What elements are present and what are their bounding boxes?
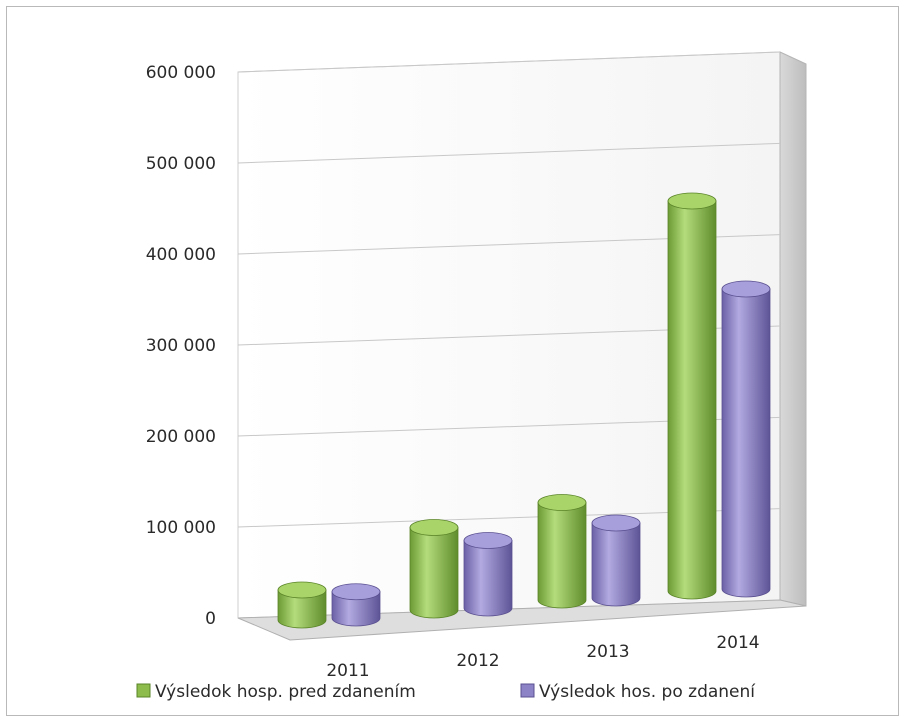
bar-po-zdaneni-2014 xyxy=(721,280,771,598)
bar-top xyxy=(721,280,771,298)
legend: Výsledok hosp. pred zdanením Výsledok hos… xyxy=(136,682,756,702)
y-tick-label: 600 000 xyxy=(146,63,216,83)
bar-pred-zdanenim-2012 xyxy=(409,519,459,619)
bar-top xyxy=(463,532,513,549)
legend-swatch xyxy=(136,683,151,698)
bar-body xyxy=(537,502,587,609)
bar-body xyxy=(463,540,513,617)
bar-top xyxy=(591,514,641,532)
x-tick-label: 2012 xyxy=(456,651,499,671)
legend-swatch xyxy=(520,683,535,698)
y-tick-label: 200 000 xyxy=(146,427,216,447)
bar-top xyxy=(331,583,381,601)
legend-label: Výsledok hos. po zdanení xyxy=(539,682,756,702)
y-tick-label: 500 000 xyxy=(146,154,216,174)
y-tick-label: 0 xyxy=(205,609,216,629)
bar-body xyxy=(591,522,641,607)
x-tick-label: 2013 xyxy=(586,642,629,662)
x-tick-label: 2011 xyxy=(326,661,369,681)
bar-top xyxy=(277,581,327,599)
y-tick-label: 100 000 xyxy=(146,518,216,538)
bar-body xyxy=(721,288,771,598)
x-tick-label: 2014 xyxy=(716,633,759,653)
bars xyxy=(277,192,771,629)
gridline xyxy=(237,51,781,73)
bar-body xyxy=(277,589,327,629)
bar-top xyxy=(537,494,587,511)
bar-po-zdaneni-2013 xyxy=(591,514,641,607)
x-axis: 2011 2012 2013 2014 xyxy=(326,633,759,681)
floor xyxy=(237,599,807,641)
bar-po-zdaneni-2012 xyxy=(463,532,513,617)
gridline xyxy=(237,142,781,164)
bar-pred-zdanenim-2013 xyxy=(537,494,587,609)
bar-po-zdaneni-2011 xyxy=(331,583,381,627)
y-tick-label: 300 000 xyxy=(146,336,216,356)
bar-pred-zdanenim-2011 xyxy=(277,581,327,629)
legend-label: Výsledok hosp. pred zdanením xyxy=(155,682,416,702)
bar-body xyxy=(409,527,459,619)
side-wall xyxy=(779,51,807,607)
y-tick-label: 400 000 xyxy=(146,245,216,265)
bar-body xyxy=(667,200,717,600)
bar-top xyxy=(409,519,459,536)
bar-top xyxy=(667,192,717,210)
bar-body xyxy=(331,591,381,627)
bar-pred-zdanenim-2014 xyxy=(667,192,717,600)
y-axis: 0 100 000 200 000 300 000 400 000 500 000 600 … xyxy=(146,63,216,629)
